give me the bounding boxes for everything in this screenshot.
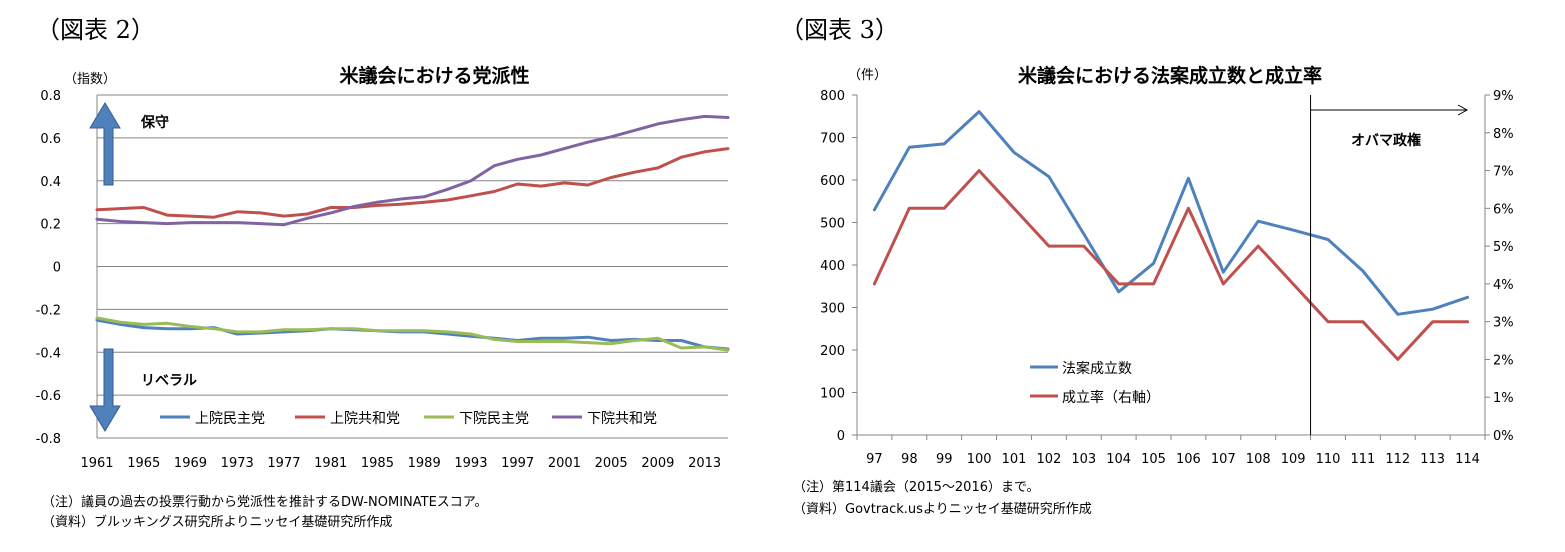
chart2-y2-tick-label: 5% bbox=[1493, 240, 1514, 255]
chart1-up-arrow bbox=[89, 102, 121, 186]
chart1-y-tick-label: 0.8 bbox=[40, 89, 61, 104]
chart2-y-tick-label: 800 bbox=[820, 89, 845, 104]
chart1-y-tick-label: -0.2 bbox=[36, 303, 61, 318]
chart2-y2-tick-label: 6% bbox=[1493, 202, 1514, 217]
figure3-source: （資料）Govtrack.usよりニッセイ基礎研究所作成 bbox=[793, 502, 1092, 517]
chart2-y2-tick-label: 0% bbox=[1493, 429, 1514, 444]
chart2-x-tick-label: 108 bbox=[1246, 452, 1271, 467]
chart2-y2-tick-label: 9% bbox=[1493, 89, 1514, 104]
chart1-x-tick-label: 2005 bbox=[595, 456, 628, 471]
chart2-y-tick-label: 200 bbox=[820, 344, 845, 359]
chart2-x-tick-label: 106 bbox=[1176, 452, 1201, 467]
chart1-x-tick-label: 2001 bbox=[548, 456, 581, 471]
chart1-x-tick-label: 2013 bbox=[688, 456, 721, 471]
chart1-title: 米議会における党派性 bbox=[339, 64, 529, 87]
chart1-annotation-down: リベラル bbox=[141, 373, 197, 389]
chart2-series-line-1 bbox=[872, 110, 1470, 316]
chart1-y-tick-label: -0.8 bbox=[36, 432, 61, 447]
figure2-source: （資料）ブルッキングス研究所よりニッセイ基礎研究所作成 bbox=[42, 515, 393, 530]
chart2-x-tick-label: 97 bbox=[866, 452, 883, 467]
chart1-x-tick-label: 1997 bbox=[501, 456, 534, 471]
chart1-x-tick-label: 1977 bbox=[267, 456, 300, 471]
chart2-y-tick-label: 600 bbox=[820, 174, 845, 189]
chart1-y-tick-label: 0.6 bbox=[40, 132, 61, 147]
chart2-x-tick-label: 105 bbox=[1141, 452, 1166, 467]
chart2-y-tick-label: 400 bbox=[820, 259, 845, 274]
figure2-note: （注）議員の過去の投票行動から党派性を推計するDW-NOMINATEスコア。 bbox=[42, 495, 488, 510]
chart2-x-tick-label: 102 bbox=[1036, 452, 1061, 467]
chart2-x-tick-label: 100 bbox=[967, 452, 992, 467]
chart1-y-tick-label: -0.6 bbox=[36, 389, 61, 404]
chart1-legend-label-1: 上院民主党 bbox=[195, 411, 265, 427]
chart1-legend-label-2: 上院共和党 bbox=[330, 411, 400, 427]
chart1-annotation-up: 保守 bbox=[140, 114, 169, 131]
chart2-y2-tick-label: 1% bbox=[1493, 391, 1514, 406]
chart1-down-arrow bbox=[89, 348, 121, 432]
chart2-x-tick-label: 99 bbox=[936, 452, 953, 467]
figure3-note: （注）第114議会（2015～2016）まで。 bbox=[793, 480, 1040, 495]
chart2-obama-label: オバマ政権 bbox=[1351, 132, 1421, 149]
chart1-x-tick-label: 1965 bbox=[127, 456, 160, 471]
chart1-x-tick-label: 1993 bbox=[454, 456, 487, 471]
chart1-x-tick-label: 1961 bbox=[80, 456, 113, 471]
chart2-obama-arrowhead bbox=[1457, 104, 1469, 116]
chart1-x-tick-label: 2009 bbox=[641, 456, 674, 471]
chart2-legend-label-2: 成立率（右軸） bbox=[1062, 389, 1160, 406]
chart1-y-tick-label: -0.4 bbox=[36, 346, 61, 361]
chart1-x-tick-label: 1973 bbox=[221, 456, 254, 471]
chart2-x-tick-label: 103 bbox=[1071, 452, 1096, 467]
chart1-y-tick-label: 0.4 bbox=[40, 175, 61, 190]
chart1-series-line-1 bbox=[95, 318, 730, 351]
chart2-x-tick-label: 109 bbox=[1281, 452, 1306, 467]
chart2-x-tick-label: 98 bbox=[901, 452, 918, 467]
chart2-ylabel: （件） bbox=[848, 68, 887, 83]
chart2-y2-tick-label: 3% bbox=[1493, 316, 1514, 331]
figure2-label: （図表 2） bbox=[36, 16, 155, 44]
chart2-y2-tick-label: 7% bbox=[1493, 165, 1514, 180]
chart2-x-tick-label: 111 bbox=[1350, 452, 1375, 467]
chart1-y-tick-label: 0.2 bbox=[40, 218, 61, 233]
chart2-x-tick-label: 110 bbox=[1316, 452, 1341, 467]
chart2-x-tick-label: 114 bbox=[1455, 452, 1480, 467]
chart2-y-tick-label: 300 bbox=[820, 302, 845, 317]
chart1-legend-label-3: 下院民主党 bbox=[459, 411, 529, 427]
chart2-x-tick-label: 112 bbox=[1385, 452, 1410, 467]
chart1-series-line-3 bbox=[95, 316, 730, 352]
chart2-y-tick-label: 700 bbox=[820, 132, 845, 147]
chart1-x-tick-label: 1985 bbox=[361, 456, 394, 471]
chart1-y-tick-label: 0 bbox=[53, 261, 61, 276]
chart2-x-tick-label: 113 bbox=[1420, 452, 1445, 467]
chart1-x-tick-label: 1969 bbox=[174, 456, 207, 471]
figure3-label: （図表 3） bbox=[780, 16, 899, 44]
chart1-ylabel: （指数） bbox=[64, 72, 116, 87]
chart2-y-tick-label: 500 bbox=[820, 217, 845, 232]
chart2-legend-label-1: 法案成立数 bbox=[1062, 360, 1132, 377]
chart2-y2-tick-label: 2% bbox=[1493, 353, 1514, 368]
chart2-title: 米議会における法案成立数と成立率 bbox=[1018, 64, 1322, 87]
chart1-legend-label-4: 下院共和党 bbox=[587, 411, 657, 427]
chart2-x-tick-label: 104 bbox=[1106, 452, 1131, 467]
chart2-y-tick-label: 100 bbox=[820, 387, 845, 402]
chart1-x-tick-label: 1989 bbox=[408, 456, 441, 471]
chart2-y2-tick-label: 4% bbox=[1493, 278, 1514, 293]
chart1-series-line-2 bbox=[95, 147, 730, 219]
chart2-series-line-2 bbox=[872, 169, 1470, 361]
chart1-series-line-4 bbox=[95, 114, 730, 227]
chart2-x-tick-label: 101 bbox=[1002, 452, 1027, 467]
chart2-y2-tick-label: 8% bbox=[1493, 127, 1514, 142]
chart2-y-tick-label: 0 bbox=[837, 429, 845, 444]
chart1-x-tick-label: 1981 bbox=[314, 456, 347, 471]
chart2-x-tick-label: 107 bbox=[1211, 452, 1236, 467]
